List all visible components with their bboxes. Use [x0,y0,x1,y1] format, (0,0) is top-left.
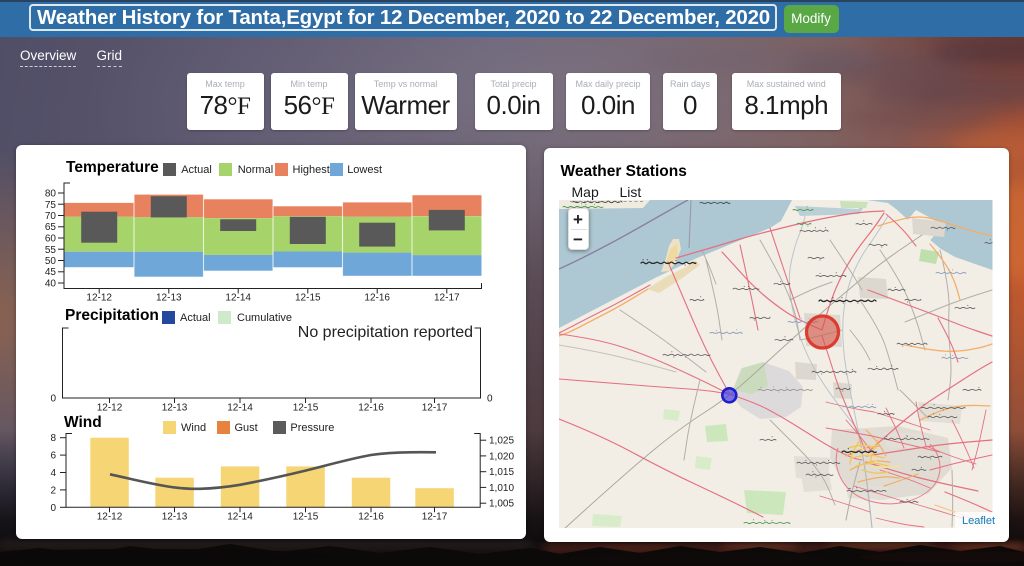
svg-text:12-12: 12-12 [86,293,112,304]
svg-text:12-14: 12-14 [227,512,253,523]
svg-text:0: 0 [50,394,56,405]
svg-text:1,010: 1,010 [489,483,514,494]
svg-text:12-14: 12-14 [225,293,251,304]
svg-text:4: 4 [50,468,56,479]
svg-text:12-15: 12-15 [293,403,319,414]
svg-text:12-13: 12-13 [156,293,182,304]
svg-text:12-17: 12-17 [434,293,460,304]
svg-text:12-13: 12-13 [162,512,188,523]
svg-text:12-15: 12-15 [293,512,319,523]
svg-text:6: 6 [50,451,56,462]
svg-text:12-13: 12-13 [162,403,188,414]
svg-text:12-16: 12-16 [364,293,390,304]
svg-text:1,020: 1,020 [489,451,514,462]
svg-text:12-12: 12-12 [97,512,123,523]
svg-text:12-17: 12-17 [422,403,448,414]
svg-text:0: 0 [487,394,493,405]
svg-text:2: 2 [50,485,56,496]
svg-text:12-14: 12-14 [227,403,253,414]
svg-text:8: 8 [50,433,56,444]
svg-text:1,015: 1,015 [489,467,514,478]
svg-text:12-12: 12-12 [97,403,123,414]
svg-text:12-16: 12-16 [358,512,384,523]
svg-text:60: 60 [45,234,57,245]
svg-text:65: 65 [45,222,57,233]
svg-text:75: 75 [45,200,57,211]
svg-text:40: 40 [45,279,57,290]
svg-text:50: 50 [45,256,57,267]
svg-text:0: 0 [50,503,56,514]
svg-text:12-15: 12-15 [295,293,321,304]
svg-text:12-16: 12-16 [358,403,384,414]
svg-text:1,005: 1,005 [489,499,514,510]
svg-text:70: 70 [45,211,57,222]
svg-text:55: 55 [45,245,57,256]
svg-text:1,025: 1,025 [489,436,514,447]
svg-text:45: 45 [45,267,57,278]
svg-text:12-17: 12-17 [422,512,448,523]
svg-text:80: 80 [45,189,57,200]
